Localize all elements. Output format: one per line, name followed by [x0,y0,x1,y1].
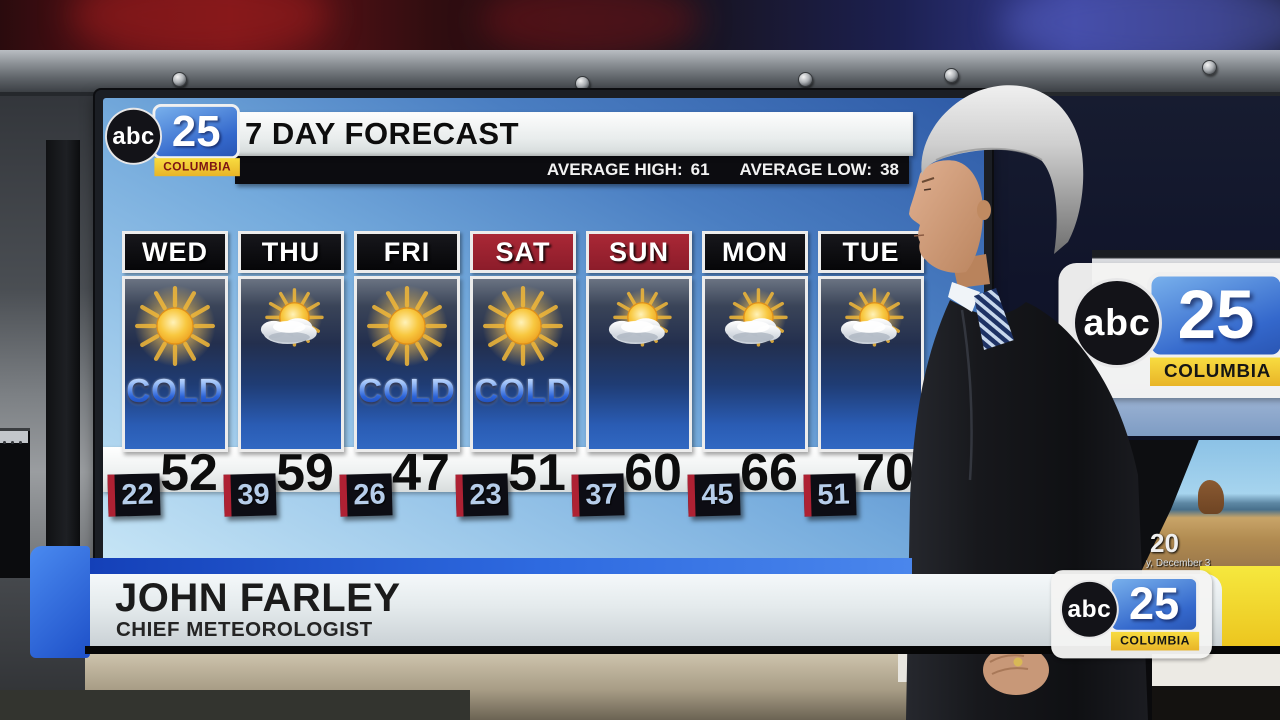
forecast-day-column: TUE 51 70 [803,231,924,530]
high-temp: 52 [160,444,218,502]
weather-wall-screen: 7 DAY FORECAST AVERAGE HIGH: 61 AVERAGE … [95,90,992,578]
day-temps: 22 52 [107,444,228,530]
station-city-label: COLUMBIA [1110,631,1200,651]
partly-cloudy-icon [591,283,687,369]
forecast-title: 7 DAY FORECAST [245,116,520,151]
day-temps: 23 51 [455,444,576,530]
high-temp: 70 [856,444,914,502]
station-logo-screen: abc 25 COLUMBIA [105,104,248,178]
weather-icon-holder [127,279,223,374]
day-temps: 26 47 [339,444,460,530]
sunny-icon [359,283,455,369]
day-label: SAT [495,237,551,267]
bolt-icon [798,72,813,87]
forecast-day-column: WED COLD 22 52 [107,231,228,530]
high-temp: 66 [740,444,798,502]
day-header: SUN [586,231,692,273]
day-panel [818,276,924,452]
channel-number: 25 [1147,272,1280,359]
bolt-icon [1202,60,1217,75]
desk-monitor-toolbar [0,431,28,444]
studio-floor [1152,686,1280,720]
lower-third-underline [85,646,1280,654]
avg-high-label: AVERAGE HIGH: [546,160,683,179]
day-header: THU [238,231,344,273]
day-temps: 37 60 [571,444,692,530]
lower-third-accent-square [30,546,90,658]
high-temp: 59 [276,444,334,502]
day-header: TUE [818,231,924,273]
weather-icon-holder [359,279,455,374]
presenter-title: CHIEF METEOROLOGIST [116,618,373,641]
day-label: WED [142,237,208,267]
cold-label: COLD [358,372,456,409]
cold-label: COLD [474,372,572,409]
day-panel [238,276,344,452]
bolt-icon [575,76,590,91]
lower-third-blue-strip [88,558,912,575]
beach-rock [1198,480,1224,514]
day-header: SAT [470,231,576,273]
sunny-icon [127,283,223,369]
desk-monitor [0,428,30,578]
day-header: WED [122,231,228,273]
forecast-day-column: THU 39 59 [223,231,344,530]
day-temps: 51 70 [803,444,924,530]
day-panel [702,276,808,452]
current-temp: 20 [1150,528,1179,558]
forecast-day-column: SUN 37 60 [571,231,692,530]
partly-cloudy-icon [243,283,339,369]
forecast-title-bar: 7 DAY FORECAST [231,112,913,156]
day-panel: COLD [122,276,228,452]
day-panel: COLD [354,276,460,452]
high-temp: 60 [624,444,682,502]
day-header: FRI [354,231,460,273]
forecast-day-column: SAT COLD 23 51 [455,231,576,530]
avg-low-label: AVERAGE LOW: [739,160,873,179]
lower-third-banner: JOHN FARLEY CHIEF METEOROLOGIST [88,574,1222,648]
abc-logo-icon: abc [1072,278,1162,368]
bolt-icon [172,72,187,87]
station-logo-wall: abc 25 COLUMBIA [1058,263,1280,398]
day-panel [586,276,692,452]
date-label: y, December 3 [1146,558,1211,569]
cold-label: COLD [126,372,224,409]
station-city-label: COLUMBIA [154,158,240,177]
day-label: MON [722,237,788,267]
weather-icon-holder [591,279,687,374]
avg-low-value: 38 [880,160,899,179]
day-label: TUE [842,237,900,267]
day-temps: 45 66 [687,444,808,530]
left-panel-edge [46,140,80,578]
weather-icon-holder [243,279,339,374]
weather-icon-holder [707,279,803,374]
averages-bar: AVERAGE HIGH: 61 AVERAGE LOW: 38 [235,156,909,184]
day-label: THU [261,237,321,267]
avg-high-value: 61 [690,160,710,179]
channel-number: 25 [152,104,240,160]
bolt-icon [944,68,959,83]
studio-floor-shadow [0,690,470,720]
day-panel: COLD [470,276,576,452]
day-label: SUN [608,237,669,267]
day-label: FRI [383,237,431,267]
abc-logo-icon: abc [105,107,162,165]
day-header: MON [702,231,808,273]
forecast-columns: WED COLD 22 52 THU 39 59 FRI [107,231,924,530]
sunny-icon [475,283,571,369]
high-temp: 51 [508,444,566,502]
station-city-label: COLUMBIA [1150,357,1280,386]
partly-cloudy-icon [707,283,803,369]
high-temp: 47 [392,444,450,502]
weather-icon-holder [475,279,571,374]
abc-logo-icon: abc [1060,579,1119,639]
channel-number: 25 [1109,576,1200,633]
presenter-name: JOHN FARLEY [115,576,401,620]
station-logo-lower-third: abc 25 COLUMBIA [1051,570,1212,659]
day-temps: 39 59 [223,444,344,530]
forecast-day-column: FRI COLD 26 47 [339,231,460,530]
forecast-day-column: MON 45 66 [687,231,808,530]
